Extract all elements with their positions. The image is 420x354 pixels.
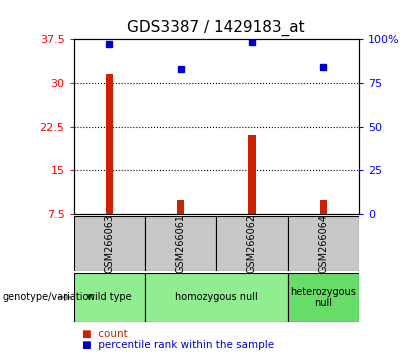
Text: GSM266061: GSM266061 bbox=[176, 214, 186, 273]
Text: ■  percentile rank within the sample: ■ percentile rank within the sample bbox=[82, 340, 274, 350]
Bar bbox=[145, 216, 216, 271]
Text: genotype/variation: genotype/variation bbox=[2, 292, 95, 302]
Text: ■  count: ■ count bbox=[82, 329, 128, 339]
Bar bbox=[106, 74, 113, 214]
Title: GDS3387 / 1429183_at: GDS3387 / 1429183_at bbox=[128, 20, 305, 36]
Bar bbox=[177, 200, 184, 214]
Text: GSM266064: GSM266064 bbox=[318, 214, 328, 273]
Bar bbox=[74, 216, 145, 271]
Bar bbox=[288, 216, 359, 271]
Text: GSM266062: GSM266062 bbox=[247, 214, 257, 273]
Bar bbox=[216, 216, 288, 271]
Bar bbox=[288, 273, 359, 322]
Bar bbox=[145, 273, 288, 322]
Text: GSM266063: GSM266063 bbox=[104, 214, 114, 273]
Bar bbox=[320, 200, 327, 214]
Text: wild type: wild type bbox=[87, 292, 131, 302]
Text: heterozygous
null: heterozygous null bbox=[291, 286, 356, 308]
Bar bbox=[74, 273, 145, 322]
Bar bbox=[249, 135, 255, 214]
Text: homozygous null: homozygous null bbox=[175, 292, 258, 302]
